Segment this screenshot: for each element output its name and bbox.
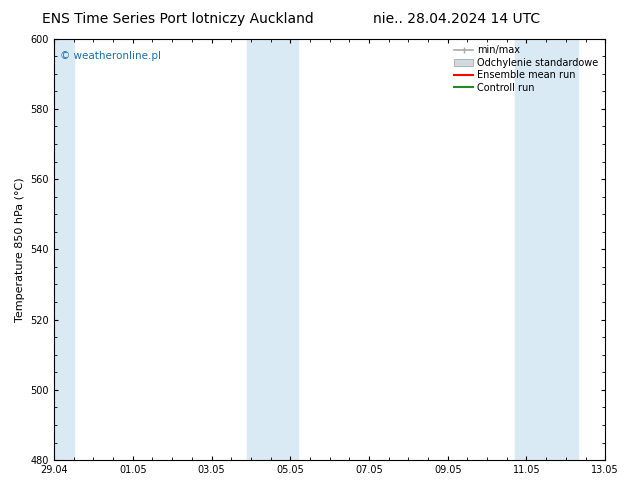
Bar bbox=[247, 39, 298, 460]
Text: ENS Time Series Port lotniczy Auckland: ENS Time Series Port lotniczy Auckland bbox=[42, 12, 313, 26]
Y-axis label: Temperature 850 hPa (°C): Temperature 850 hPa (°C) bbox=[15, 177, 25, 321]
Bar bbox=[515, 39, 578, 460]
Text: © weatheronline.pl: © weatheronline.pl bbox=[60, 51, 160, 61]
Text: nie.. 28.04.2024 14 UTC: nie.. 28.04.2024 14 UTC bbox=[373, 12, 540, 26]
Legend: min/max, Odchylenie standardowe, Ensemble mean run, Controll run: min/max, Odchylenie standardowe, Ensembl… bbox=[452, 44, 600, 95]
Bar bbox=[54, 39, 74, 460]
